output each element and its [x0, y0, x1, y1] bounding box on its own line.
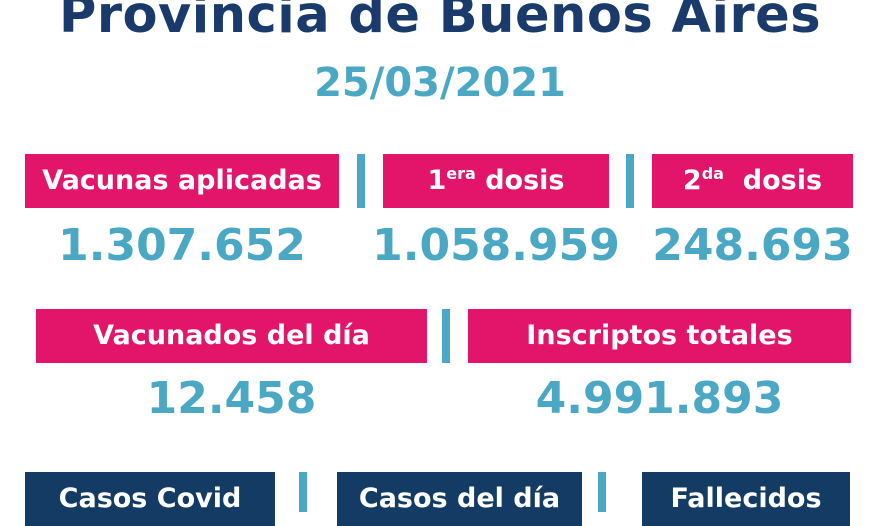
- dose-word: dosis: [485, 165, 565, 196]
- value-vacunados-del-dia: 12.458: [146, 373, 317, 424]
- value-segunda-dosis: 248.693: [652, 220, 853, 271]
- divider: [299, 472, 307, 512]
- value-primera-dosis: 1.058.959: [372, 220, 620, 271]
- dose-word: dosis: [742, 165, 823, 196]
- report-date: 25/03/2021: [314, 60, 566, 106]
- divider: [357, 154, 365, 208]
- dose-number: 2: [682, 165, 702, 196]
- label-segunda-dosis: 2da dosis: [652, 154, 853, 208]
- page-title: Provincia de Buenos Aires: [58, 0, 822, 45]
- value-vacunas-aplicadas: 1.307.652: [58, 220, 306, 271]
- divider: [626, 154, 634, 208]
- dose-number: 1: [427, 165, 447, 196]
- label-inscriptos-totales: Inscriptos totales: [468, 309, 851, 363]
- dose-suffix: da: [701, 164, 724, 183]
- value-inscriptos-totales: 4.991.893: [535, 373, 784, 424]
- label-vacunados-del-dia: Vacunados del día: [36, 309, 427, 363]
- label-casos-covid: Casos Covid: [25, 472, 275, 526]
- label-primera-dosis: 1era dosis: [383, 154, 609, 208]
- divider: [598, 472, 606, 512]
- label-casos-del-dia: Casos del día: [337, 472, 582, 526]
- label-fallecidos: Fallecidos: [642, 472, 850, 526]
- label-vacunas-aplicadas: Vacunas aplicadas: [25, 154, 339, 208]
- dose-suffix: era: [446, 164, 476, 183]
- divider: [442, 309, 450, 363]
